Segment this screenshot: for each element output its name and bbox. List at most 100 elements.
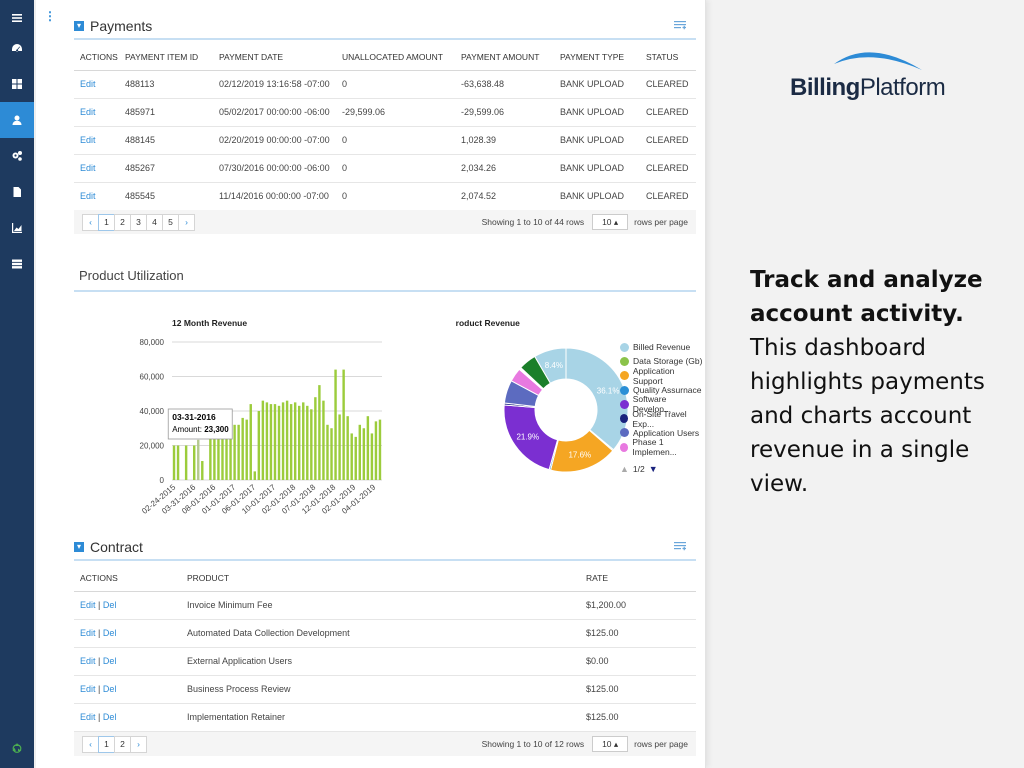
rows-per-page-select[interactable]: 10 ▴ <box>592 736 629 752</box>
delete-link[interactable]: Del <box>102 656 117 666</box>
list-icon[interactable] <box>0 246 34 282</box>
pager-page-button[interactable]: 2 <box>114 213 131 231</box>
grid-icon[interactable] <box>0 66 34 102</box>
legend-item[interactable]: On-Site Travel Exp... <box>620 409 705 429</box>
edit-link[interactable]: Edit <box>80 628 96 638</box>
revenue-bar[interactable] <box>209 436 212 480</box>
revenue-bar[interactable] <box>172 445 176 481</box>
edit-link[interactable]: Edit <box>80 684 96 694</box>
column-menu-icon[interactable] <box>674 542 686 552</box>
revenue-bar[interactable] <box>334 369 337 480</box>
pager-prev-button[interactable]: ‹ <box>82 735 99 753</box>
revenue-bar[interactable] <box>257 411 261 480</box>
revenue-bar[interactable] <box>306 405 309 480</box>
pager-page-button[interactable]: 3 <box>130 213 147 231</box>
legend-item[interactable]: Software Develop... <box>620 394 705 414</box>
menu-icon[interactable] <box>0 0 34 36</box>
revenue-bar[interactable] <box>237 424 240 480</box>
delete-link[interactable]: Del <box>102 628 117 638</box>
pager-page-button[interactable]: 2 <box>114 735 131 753</box>
revenue-bar[interactable] <box>184 445 188 481</box>
revenue-bar[interactable] <box>269 404 273 480</box>
revenue-bar[interactable] <box>285 400 289 480</box>
revenue-bar[interactable] <box>281 402 285 480</box>
collapse-toggle-icon[interactable]: ▾ <box>74 542 84 552</box>
legend-item[interactable]: Application Support <box>620 366 705 386</box>
gears-icon[interactable] <box>0 138 34 174</box>
pager-next-button[interactable]: › <box>178 213 195 231</box>
revenue-bar[interactable] <box>350 433 353 480</box>
pie-slice[interactable] <box>534 347 567 384</box>
revenue-bar[interactable] <box>362 428 366 480</box>
pie-slice[interactable] <box>565 347 629 451</box>
legend-item[interactable]: Quality Assurnace <box>620 383 705 397</box>
pager-prev-button[interactable]: ‹ <box>82 213 99 231</box>
column-header[interactable]: PRODUCT <box>181 565 580 592</box>
rows-per-page-select[interactable]: 10 ▴ <box>592 214 629 230</box>
edit-link[interactable]: Edit <box>80 135 96 145</box>
pager-page-button[interactable]: 1 <box>98 735 115 753</box>
revenue-bar[interactable] <box>225 429 228 480</box>
revenue-bar[interactable] <box>261 400 265 480</box>
pager-next-button[interactable]: › <box>130 735 147 753</box>
recycle-icon[interactable] <box>0 736 34 760</box>
revenue-bar[interactable] <box>241 417 244 480</box>
revenue-bar[interactable] <box>318 385 321 480</box>
column-header[interactable]: PAYMENT AMOUNT <box>455 44 554 71</box>
collapse-toggle-icon[interactable]: ▾ <box>74 21 84 31</box>
delete-link[interactable]: Del <box>102 600 117 610</box>
edit-link[interactable]: Edit <box>80 600 96 610</box>
revenue-bar[interactable] <box>233 424 236 480</box>
column-header[interactable]: ACTIONS <box>74 565 181 592</box>
revenue-bar[interactable] <box>193 445 196 481</box>
revenue-bar[interactable] <box>358 424 361 480</box>
revenue-bar[interactable] <box>326 424 329 480</box>
chart-icon[interactable] <box>0 210 34 246</box>
column-header[interactable]: STATUS <box>640 44 696 71</box>
legend-item[interactable]: Phase 1 Implemen... <box>620 437 705 457</box>
kebab-menu-icon[interactable]: ⋮ <box>44 9 56 23</box>
legend-item[interactable]: Billed Revenue <box>620 340 705 354</box>
revenue-bar[interactable] <box>330 428 333 480</box>
revenue-bar[interactable] <box>338 414 341 480</box>
legend-item[interactable]: Application Users <box>620 426 705 440</box>
document-icon[interactable] <box>0 174 34 210</box>
revenue-bar[interactable] <box>298 405 301 480</box>
delete-link[interactable]: Del <box>102 684 117 694</box>
revenue-bar[interactable] <box>249 404 252 480</box>
edit-link[interactable]: Edit <box>80 191 96 201</box>
revenue-bar[interactable] <box>314 397 317 480</box>
edit-link[interactable]: Edit <box>80 79 96 89</box>
dashboard-icon[interactable] <box>0 30 34 66</box>
revenue-bar[interactable] <box>201 461 204 480</box>
edit-link[interactable]: Edit <box>80 656 96 666</box>
revenue-bar[interactable] <box>293 402 297 480</box>
revenue-bar[interactable] <box>370 433 374 480</box>
revenue-bar[interactable] <box>366 416 370 480</box>
delete-link[interactable]: Del <box>102 712 117 722</box>
column-header[interactable]: RATE <box>580 565 696 592</box>
revenue-bar[interactable] <box>310 409 313 480</box>
legend-prev-icon[interactable]: ▲ <box>620 464 629 475</box>
account-icon[interactable] <box>0 102 34 138</box>
revenue-bar[interactable] <box>253 471 256 480</box>
revenue-bar[interactable] <box>213 436 216 480</box>
revenue-bar[interactable] <box>176 445 180 481</box>
revenue-bar[interactable] <box>289 404 293 480</box>
revenue-bar[interactable] <box>342 369 345 480</box>
pager-page-button[interactable]: 5 <box>162 213 179 231</box>
revenue-bar[interactable] <box>346 416 349 480</box>
revenue-bar[interactable] <box>245 419 248 480</box>
column-header[interactable]: PAYMENT TYPE <box>554 44 640 71</box>
revenue-bar[interactable] <box>265 402 269 480</box>
column-header[interactable]: PAYMENT DATE <box>213 44 336 71</box>
revenue-bar[interactable] <box>217 431 220 480</box>
revenue-bar[interactable] <box>221 431 224 480</box>
revenue-bar[interactable] <box>229 428 232 480</box>
column-header[interactable]: PAYMENT ITEM ID <box>119 44 213 71</box>
revenue-bar[interactable] <box>378 419 382 480</box>
edit-link[interactable]: Edit <box>80 107 96 117</box>
revenue-bar[interactable] <box>322 400 325 480</box>
pager-page-button[interactable]: 1 <box>98 213 115 231</box>
edit-link[interactable]: Edit <box>80 712 96 722</box>
